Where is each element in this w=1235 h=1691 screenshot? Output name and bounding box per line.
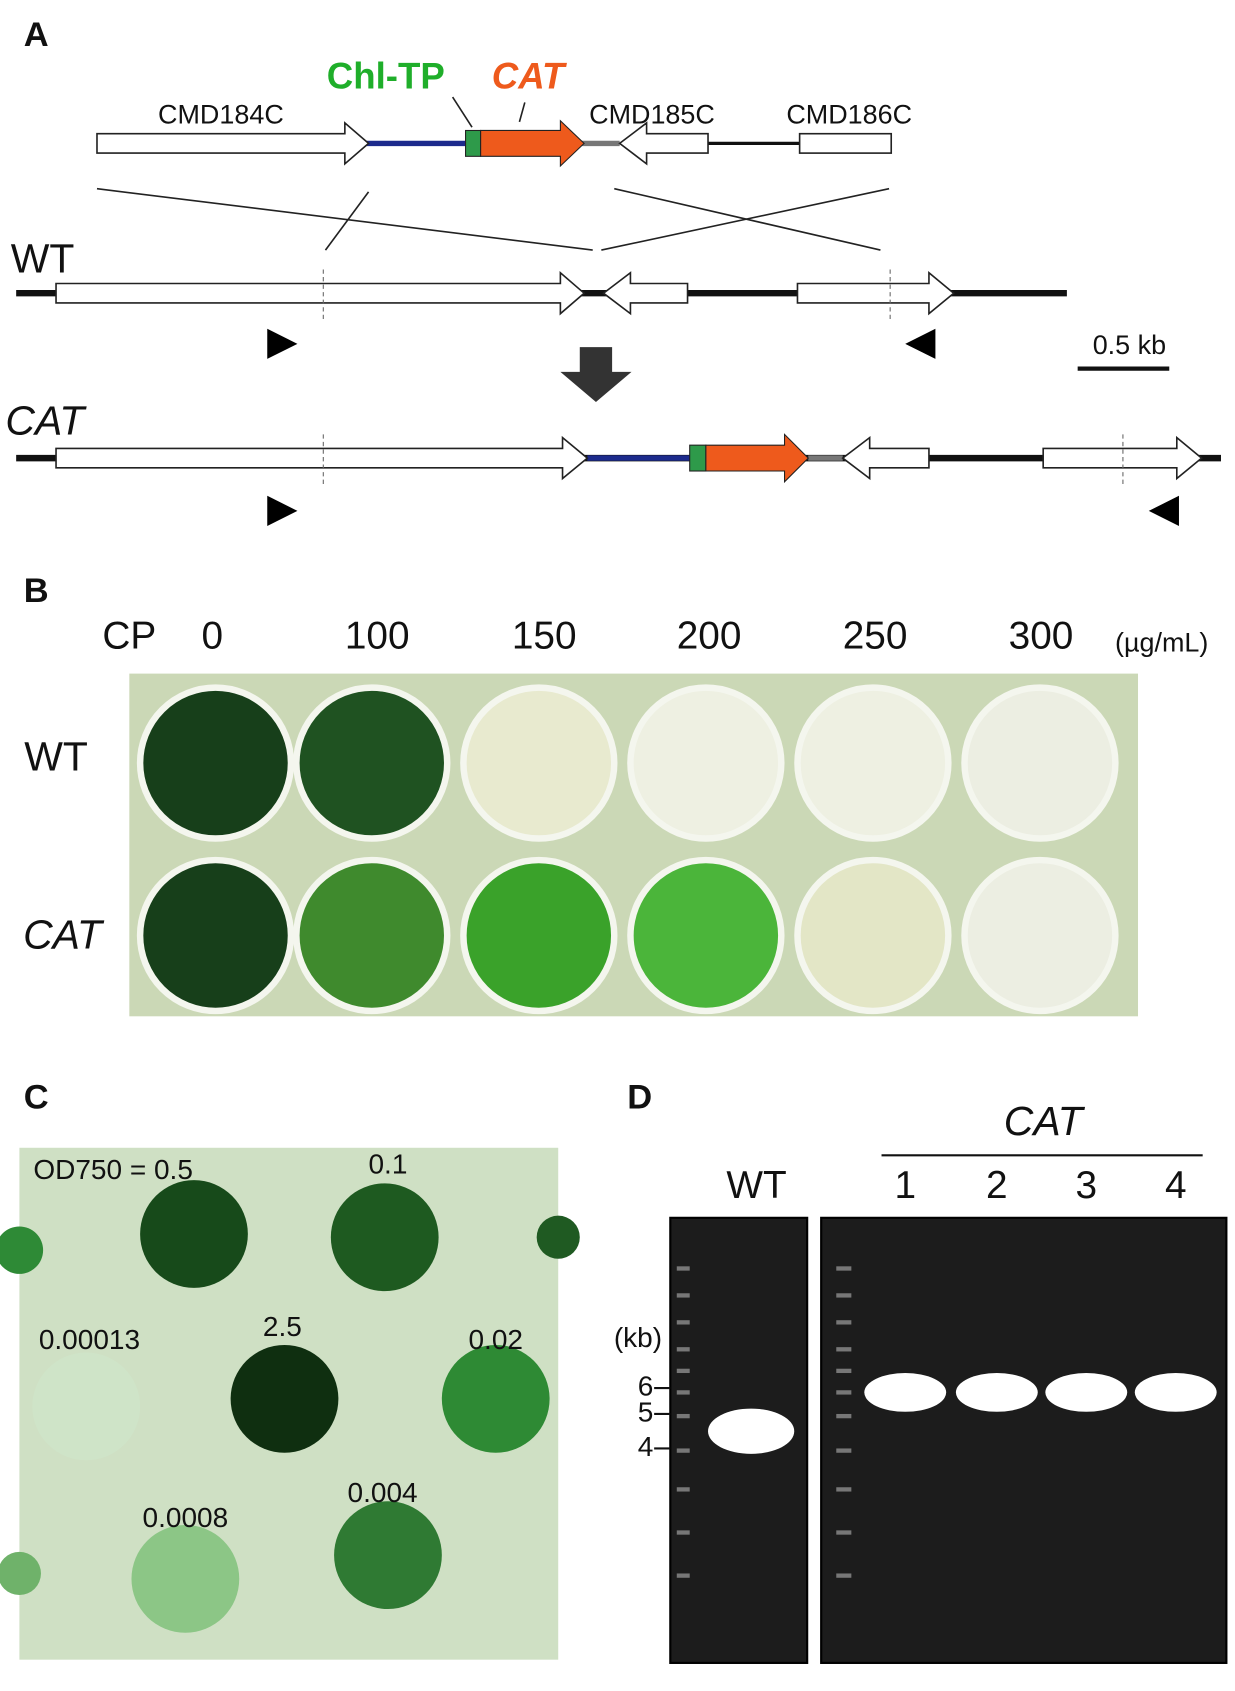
well — [293, 684, 451, 842]
well — [136, 684, 295, 842]
ladder-band — [836, 1448, 852, 1453]
lane-label: WT — [726, 1164, 786, 1207]
spot — [140, 1180, 248, 1288]
ladder-band — [676, 1347, 690, 1352]
ladder-band — [836, 1487, 852, 1492]
unit-label: (µg/mL) — [1115, 628, 1208, 658]
panel-d: D CAT WT 1 2 3 4 (kb) 65 4 — [614, 1078, 1228, 1664]
spot — [334, 1501, 442, 1610]
spot — [131, 1524, 240, 1633]
ladder-band — [836, 1390, 852, 1395]
spot-label: 0.0008 — [143, 1502, 229, 1533]
panel-label: A — [24, 16, 49, 54]
panel-label: C — [24, 1078, 49, 1116]
concentration-label: 100 — [345, 614, 410, 657]
well — [794, 856, 952, 1015]
cat-label: CAT — [492, 55, 567, 96]
lane-label: 1 — [894, 1164, 916, 1207]
panel-a: A CMD184C Chl-TP CAT CMD185C CMD186C WT … — [5, 16, 1221, 526]
marker-label: 6 — [638, 1371, 654, 1402]
ladder-band — [836, 1266, 852, 1271]
ladder-band — [676, 1573, 690, 1578]
concentration-label: 0 — [202, 614, 224, 657]
spot-label: OD750 = 0.5 — [33, 1154, 193, 1185]
ladder-band — [836, 1347, 852, 1352]
pointer-lines — [451, 96, 526, 128]
ladder-band — [836, 1573, 852, 1578]
ladder-band — [836, 1293, 852, 1298]
ladder-band — [676, 1266, 690, 1271]
cat-strain-label: CAT — [5, 397, 87, 443]
spot — [32, 1352, 141, 1461]
spot — [441, 1344, 550, 1453]
ladder-band — [676, 1448, 690, 1453]
panel-b: B CP 0 100 150 200 250 300 (µg/mL) WT CAT — [23, 572, 1208, 1017]
concentration-label: 250 — [843, 614, 908, 657]
unit-label: (kb) — [614, 1322, 662, 1353]
spot-label: 0.004 — [348, 1477, 418, 1508]
ladder-band — [836, 1413, 852, 1419]
scale-label: 0.5 kb — [1093, 330, 1166, 360]
panel-label: D — [627, 1078, 652, 1116]
ladder-band — [676, 1487, 690, 1492]
spot-label: 2.5 — [263, 1311, 302, 1342]
marker-label: 5 — [638, 1396, 654, 1427]
lane-label: 4 — [1165, 1164, 1187, 1207]
spot — [330, 1183, 439, 1292]
marker-label: 4 — [638, 1431, 654, 1462]
ladder-band — [676, 1368, 690, 1374]
ladder-band — [676, 1413, 690, 1419]
concentration-label: 150 — [512, 614, 577, 657]
lane-label: 2 — [986, 1164, 1008, 1207]
spot-label: 0.1 — [368, 1149, 407, 1180]
ladder-band — [676, 1390, 690, 1395]
well — [460, 684, 618, 842]
well — [627, 856, 785, 1015]
cp-label: CP — [102, 614, 156, 657]
spot-label: 0.00013 — [39, 1324, 140, 1355]
ladder-band — [836, 1320, 852, 1325]
well — [627, 684, 785, 842]
band — [1045, 1373, 1128, 1412]
ladder-band — [676, 1293, 690, 1298]
row-label: CAT — [23, 911, 105, 957]
concentration-label: 200 — [677, 614, 742, 657]
gene-label: CMD184C — [158, 100, 284, 130]
well — [961, 856, 1119, 1015]
group-label: CAT — [1004, 1098, 1086, 1144]
chl-tp-label: Chl-TP — [327, 55, 445, 96]
well — [293, 856, 451, 1015]
gene-label: CMD186C — [786, 100, 912, 130]
gene-label: CMD185C — [589, 100, 715, 130]
band — [864, 1373, 947, 1412]
well — [136, 856, 295, 1015]
well — [460, 856, 618, 1015]
well — [794, 684, 952, 842]
ladder-band — [836, 1530, 852, 1535]
lane-label: 3 — [1075, 1164, 1097, 1207]
ladder-band — [836, 1368, 852, 1374]
spot — [230, 1344, 339, 1453]
panel-label: B — [24, 572, 49, 610]
band — [1134, 1373, 1217, 1412]
ladder-band — [676, 1530, 690, 1535]
panel-c: C OD750 = 0.5 0.1 0.00013 2.5 0.02 0.0008 0.00… — [0, 1078, 580, 1660]
well — [961, 684, 1119, 842]
wt-label: WT — [11, 236, 75, 282]
band — [955, 1373, 1038, 1412]
spot-label: 0.02 — [468, 1324, 523, 1355]
row-label: WT — [24, 734, 88, 780]
ladder-band — [676, 1320, 690, 1325]
concentration-label: 300 — [1009, 614, 1074, 657]
